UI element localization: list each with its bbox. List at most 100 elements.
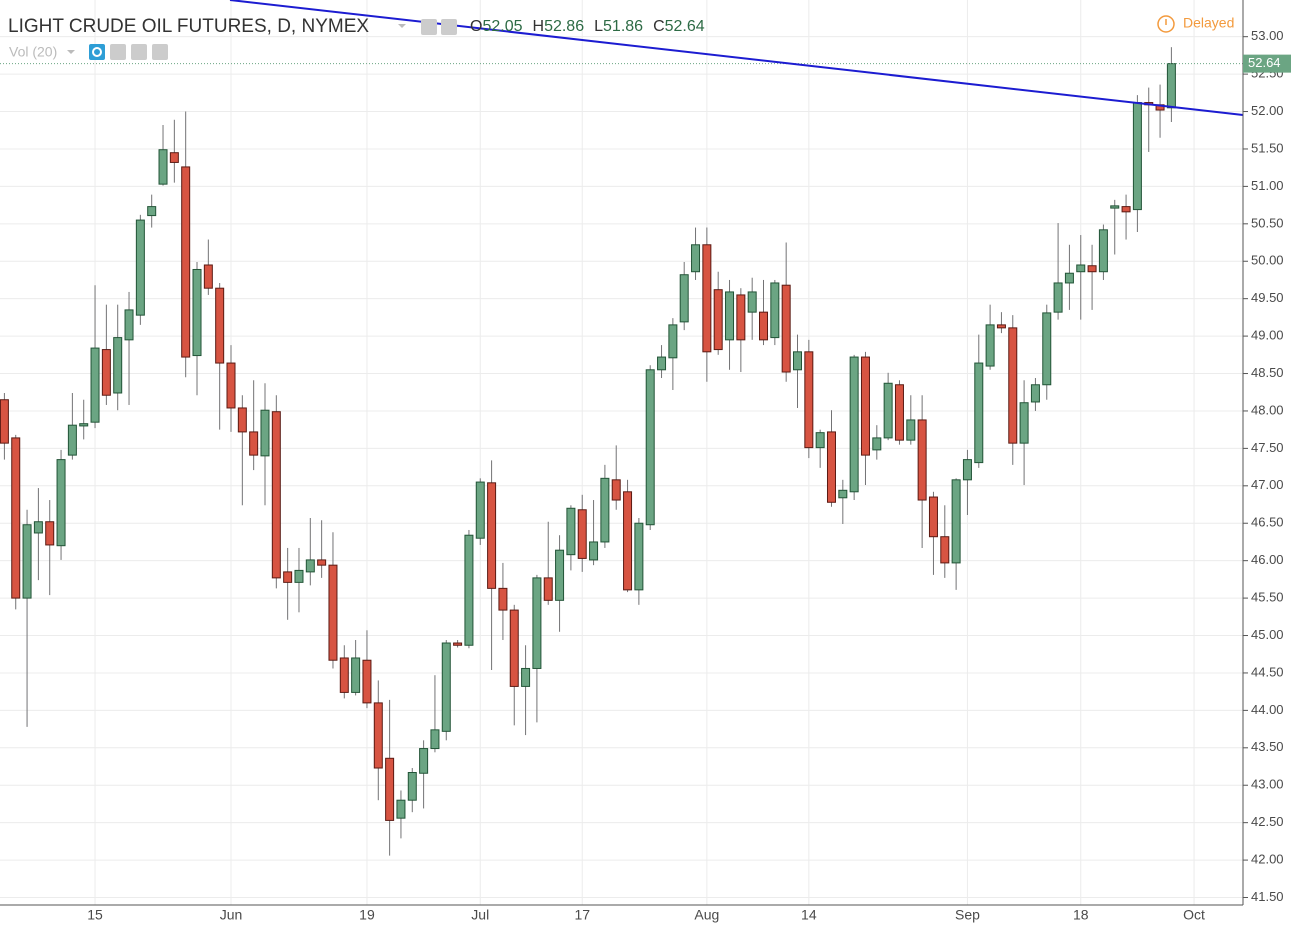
settings-icon[interactable] [441,19,457,35]
candle-body [1053,282,1063,313]
candle-body [294,569,304,583]
candle-body [1076,264,1086,273]
candle-body [226,362,236,409]
y-tick-label: 47.50 [1251,440,1284,455]
candle-body [90,347,100,423]
y-tick-label: 42.50 [1251,814,1284,829]
candle-body [917,419,927,501]
y-tick-label: 41.50 [1251,889,1284,904]
candle-body [22,524,32,599]
candle-body [747,291,757,313]
visibility-glyph [92,47,102,57]
candle-body [0,399,9,444]
candle-body [283,571,293,583]
candle-body [894,384,904,441]
y-tick-label: 44.00 [1251,702,1284,717]
candle-body [260,409,270,457]
candle-body [487,482,497,589]
candle-body [679,274,689,323]
candle-body [883,382,893,439]
candle-body [1098,229,1108,273]
candle-body [373,702,383,769]
y-tick-label: 47.00 [1251,477,1284,492]
candle-body [1019,402,1029,444]
candle-body [509,609,519,687]
candle-body [577,509,587,559]
candle-body [532,577,542,669]
y-tick-label: 46.00 [1251,552,1284,567]
add-icon[interactable] [131,44,147,60]
settings-icon[interactable] [110,44,126,60]
grid [0,0,1243,905]
candle-body [362,659,372,704]
y-tick-label: 43.00 [1251,777,1284,792]
status-icon [1157,15,1175,33]
candle-body [192,268,202,357]
candle-body [1008,327,1018,444]
candle-body [860,356,870,456]
y-tick-label: 42.00 [1251,852,1284,867]
y-tick-label: 45.50 [1251,590,1284,605]
candle-body [113,337,123,394]
y-tick-label: 53.00 [1251,28,1284,43]
candle-body [56,459,66,547]
candle-body [1132,102,1142,211]
candle-body [135,219,145,316]
candle-body [33,521,43,534]
axis-labels: 41.50 42.00 42.50 43.00 43.50 44.00 44.50 45.00… [87,28,1291,923]
y-tick-label: 46.50 [1251,515,1284,530]
candle-body [317,559,327,566]
y-tick-label: 52.00 [1251,103,1284,118]
dropdown-icon [398,24,406,28]
y-tick-label: 48.00 [1251,402,1284,417]
chart-title: LIGHT CRUDE OIL FUTURES, D, NYMEX [8,16,369,37]
candle-body [464,534,474,646]
candle-body [759,311,769,341]
candle-body [305,559,315,573]
candle-body [940,536,950,564]
value: 52.86 [544,18,584,35]
candle-body [996,324,1006,329]
label: C [653,18,665,35]
candle-body [826,431,836,503]
candle-body [203,264,213,289]
last-price-label: 52.64 [1248,55,1281,70]
candle-body [611,479,621,501]
candle-body [215,287,225,364]
ohlc-readout: O52.05 H52.86 L51.86 C52.64 [470,18,705,35]
candle-body [804,351,814,449]
candle-body [453,642,463,646]
candle-body [79,423,89,427]
candle-body [736,294,746,341]
visibility-icon[interactable] [89,44,105,60]
candles [0,47,1243,856]
x-tick-label: 15 [87,907,103,923]
candle-body [407,772,417,801]
candle-body [237,407,247,433]
x-tick-label: Aug [694,907,719,923]
candle-body [600,477,610,543]
candle-body [815,432,825,449]
candle-body [1064,272,1074,284]
y-tick-label: 49.50 [1251,290,1284,305]
candle-body [566,507,576,556]
candle-body [962,459,972,481]
candle-body [339,657,349,693]
x-tick-label: Jun [220,907,243,923]
remove-icon[interactable] [152,44,168,60]
y-tick-label: 49.00 [1251,328,1284,343]
candle-body [657,356,667,371]
y-tick-label: 48.50 [1251,365,1284,380]
candle-body [838,489,848,499]
toggle-icon[interactable] [421,19,437,35]
candle-body [45,521,55,546]
candle-body [985,324,995,367]
trend-line [229,0,1244,116]
x-tick-label: 18 [1073,907,1089,923]
candle-body [1042,312,1052,386]
x-tick-label: Sep [955,907,980,923]
candle-body [351,657,361,693]
candle-body [555,549,565,601]
candle-body [11,437,21,599]
y-tick-label: 50.00 [1251,253,1284,268]
